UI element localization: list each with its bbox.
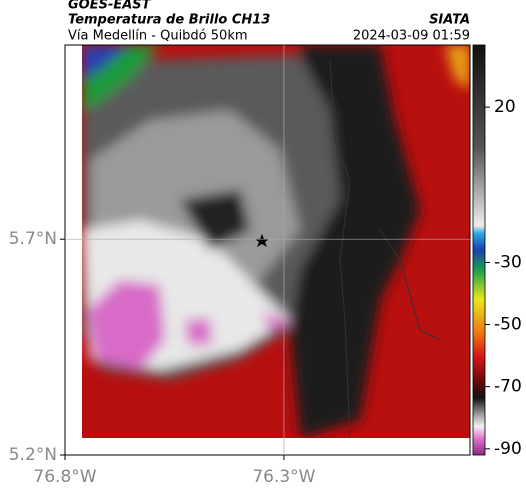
map-frame bbox=[64, 44, 471, 456]
x-tick-label: 76.8°W bbox=[33, 467, 96, 487]
colorbar-tick-label: 20 bbox=[494, 97, 516, 117]
colorbar bbox=[472, 44, 486, 456]
satellite-image bbox=[82, 45, 470, 438]
source: SIATA bbox=[429, 13, 470, 28]
x-tick-label: 76.3°W bbox=[252, 467, 315, 487]
timestamp: 2024-03-09 01:59 bbox=[353, 29, 470, 44]
colorbar-tick-label: -70 bbox=[494, 377, 522, 397]
colorbar-tick-label: -50 bbox=[494, 315, 522, 335]
colorbar-tick-label: -30 bbox=[494, 252, 522, 272]
y-tick-label: 5.2°N bbox=[9, 445, 57, 465]
y-tick-label: 5.7°N bbox=[9, 229, 57, 249]
route: Vía Medellín - Quibdó 50km bbox=[68, 29, 248, 44]
title: GOES-EAST bbox=[68, 0, 152, 13]
colorbar-tick-label: -90 bbox=[494, 439, 522, 459]
location-star bbox=[255, 234, 269, 247]
subtitle: Temperatura de Brillo CH13 bbox=[68, 13, 270, 28]
